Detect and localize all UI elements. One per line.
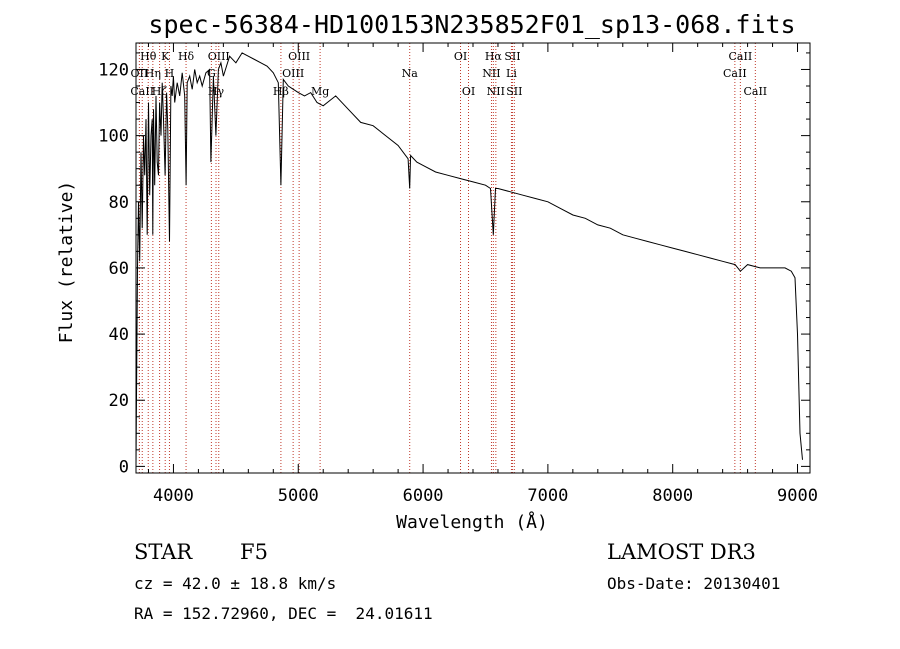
line-label: SII (504, 50, 520, 63)
line-label: SII (506, 85, 522, 98)
x-tick-label: 9000 (777, 486, 818, 506)
x-tick-label: 5000 (278, 486, 319, 506)
line-label: NII (487, 85, 505, 98)
object-class: STAR (134, 540, 193, 564)
line-label: Mg (311, 85, 329, 98)
line-label: NII (482, 67, 500, 80)
line-label: Hδ (178, 50, 195, 63)
y-tick-label: 20 (109, 391, 129, 411)
x-axis-ticks: 4000 5000 6000 7000 8000 9000 (147, 43, 818, 506)
line-label: OIII (208, 50, 230, 63)
y-tick-label: 40 (109, 325, 129, 345)
line-label: Hθ (140, 50, 157, 63)
line-label: CaII (743, 85, 767, 98)
x-axis-label: Wavelength (Å) (396, 511, 548, 533)
x-tick-label: 4000 (153, 486, 194, 506)
chart-title: spec-56384-HD100153N235852F01_sp13-068.f… (148, 10, 795, 39)
line-label: OI (462, 85, 475, 98)
line-label: Hα (485, 50, 503, 63)
line-label: H (165, 67, 175, 80)
x-tick-label: 8000 (652, 486, 693, 506)
y-tick-label: 60 (109, 259, 129, 279)
line-label: OIII (288, 50, 310, 63)
spectrum-series-line (135, 52, 803, 467)
y-axis-ticks: 0 20 40 60 80 100 120 (98, 52, 810, 477)
x-tick-label: 6000 (403, 486, 444, 506)
line-label: Hβ (273, 85, 289, 98)
spectral-line-markers (138, 43, 756, 473)
line-label: OI (454, 50, 467, 63)
y-tick-label: 80 (109, 193, 129, 213)
coordinates-text: RA = 152.72960, DEC = 24.01611 (134, 604, 433, 623)
survey-name: LAMOST DR3 (607, 540, 756, 564)
line-label: Li (506, 67, 517, 80)
y-tick-label: 100 (98, 127, 129, 147)
y-axis-label: Flux (relative) (56, 181, 77, 344)
redshift-text: cz = 42.0 ± 18.8 km/s (134, 574, 336, 593)
line-label: K (161, 50, 170, 63)
line-label: Hγ (208, 85, 225, 98)
line-label: Na (402, 67, 419, 80)
y-tick-label: 120 (98, 60, 129, 80)
line-label: CaII (729, 50, 753, 63)
object-subclass: F5 (240, 540, 268, 564)
line-label: Hη (145, 67, 161, 80)
y-tick-label: 0 (119, 457, 129, 477)
line-label: OIII (282, 67, 304, 80)
line-label: Hζ (152, 85, 168, 98)
obs-date-text: Obs-Date: 20130401 (607, 574, 780, 593)
line-label: CaII (723, 67, 747, 80)
line-label: CaII (130, 85, 154, 98)
x-tick-label: 7000 (527, 486, 568, 506)
line-label: OII (131, 67, 149, 80)
line-label: G (207, 67, 216, 80)
